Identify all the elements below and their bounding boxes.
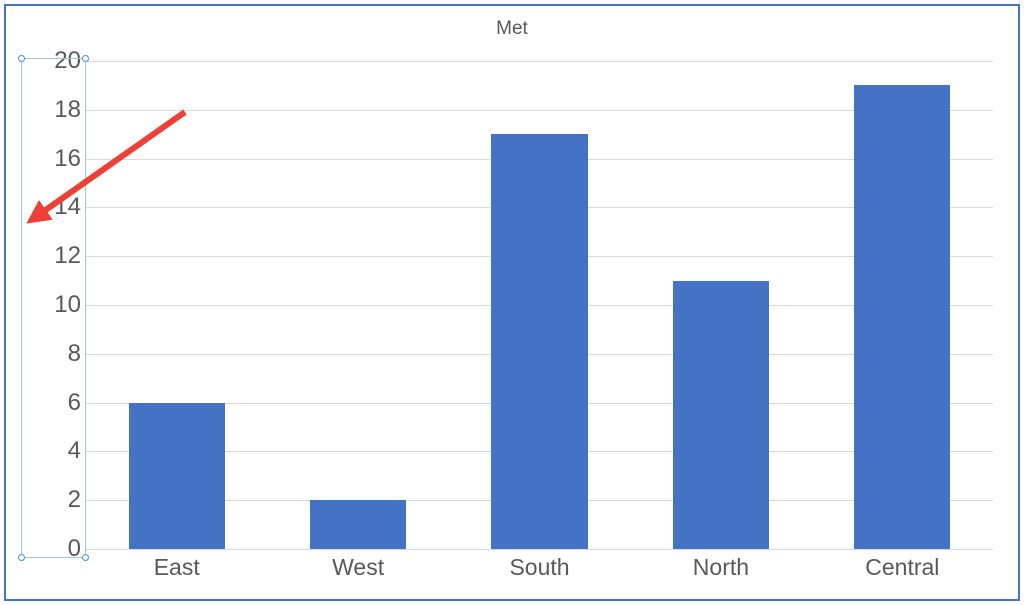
bars-group xyxy=(86,61,993,549)
y-tick-label[interactable]: 10 xyxy=(31,291,81,319)
x-tick-label[interactable]: West xyxy=(267,554,448,589)
bar-slot xyxy=(267,61,448,549)
bar[interactable] xyxy=(854,85,950,549)
y-tick-label[interactable]: 18 xyxy=(31,96,81,124)
bar-slot xyxy=(86,61,267,549)
y-tick-label[interactable]: 8 xyxy=(31,340,81,368)
y-tick-label[interactable]: 14 xyxy=(31,193,81,221)
bar-slot xyxy=(812,61,993,549)
y-tick-label[interactable]: 2 xyxy=(31,486,81,514)
x-tick-label[interactable]: South xyxy=(449,554,630,589)
x-axis-labels[interactable]: EastWestSouthNorthCentral xyxy=(86,554,993,589)
bar[interactable] xyxy=(129,403,225,549)
y-tick-label[interactable]: 6 xyxy=(31,389,81,417)
bar-slot xyxy=(449,61,630,549)
plot-area[interactable]: 02468101214161820 xyxy=(86,61,993,549)
y-tick-label[interactable]: 20 xyxy=(31,47,81,75)
y-tick-label[interactable]: 0 xyxy=(31,535,81,563)
y-tick-label[interactable]: 16 xyxy=(31,145,81,173)
chart-title[interactable]: Met xyxy=(6,6,1018,46)
selection-handle-tl[interactable] xyxy=(18,55,25,62)
bar[interactable] xyxy=(310,500,406,549)
x-tick-label[interactable]: East xyxy=(86,554,267,589)
y-axis-labels[interactable]: 02468101214161820 xyxy=(31,61,81,549)
bar-slot xyxy=(630,61,811,549)
y-tick-label[interactable]: 4 xyxy=(31,437,81,465)
y-tick-label[interactable]: 12 xyxy=(31,242,81,270)
selection-handle-bl[interactable] xyxy=(18,554,25,561)
bar[interactable] xyxy=(673,281,769,549)
chart-container[interactable]: Met 02468101214161820 EastWestSouthNorth… xyxy=(4,4,1020,601)
bar[interactable] xyxy=(491,134,587,549)
gridline xyxy=(86,549,993,550)
x-tick-label[interactable]: North xyxy=(630,554,811,589)
x-tick-label[interactable]: Central xyxy=(812,554,993,589)
plot-wrapper: 02468101214161820 xyxy=(26,61,993,549)
